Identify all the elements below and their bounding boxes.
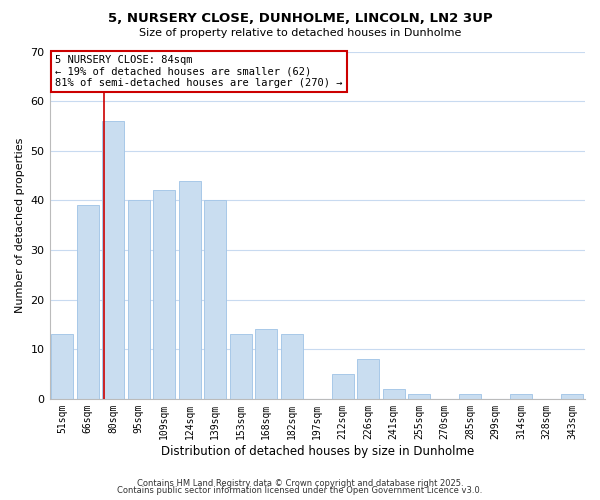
Bar: [205, 200, 226, 399]
Bar: [281, 334, 302, 399]
Bar: [52, 334, 73, 399]
Text: Contains HM Land Registry data © Crown copyright and database right 2025.: Contains HM Land Registry data © Crown c…: [137, 478, 463, 488]
Y-axis label: Number of detached properties: Number of detached properties: [15, 138, 25, 313]
Bar: [383, 389, 404, 399]
Bar: [179, 180, 200, 399]
Bar: [154, 190, 175, 399]
Text: 5 NURSERY CLOSE: 84sqm
← 19% of detached houses are smaller (62)
81% of semi-det: 5 NURSERY CLOSE: 84sqm ← 19% of detached…: [55, 55, 343, 88]
Text: Contains public sector information licensed under the Open Government Licence v3: Contains public sector information licen…: [118, 486, 482, 495]
Text: 5, NURSERY CLOSE, DUNHOLME, LINCOLN, LN2 3UP: 5, NURSERY CLOSE, DUNHOLME, LINCOLN, LN2…: [107, 12, 493, 26]
Bar: [562, 394, 583, 399]
Bar: [409, 394, 430, 399]
Bar: [332, 374, 353, 399]
Text: Size of property relative to detached houses in Dunholme: Size of property relative to detached ho…: [139, 28, 461, 38]
Bar: [128, 200, 149, 399]
X-axis label: Distribution of detached houses by size in Dunholme: Distribution of detached houses by size …: [161, 444, 474, 458]
Bar: [77, 206, 98, 399]
Bar: [460, 394, 481, 399]
Bar: [103, 121, 124, 399]
Bar: [230, 334, 251, 399]
Bar: [358, 359, 379, 399]
Bar: [256, 330, 277, 399]
Bar: [511, 394, 532, 399]
